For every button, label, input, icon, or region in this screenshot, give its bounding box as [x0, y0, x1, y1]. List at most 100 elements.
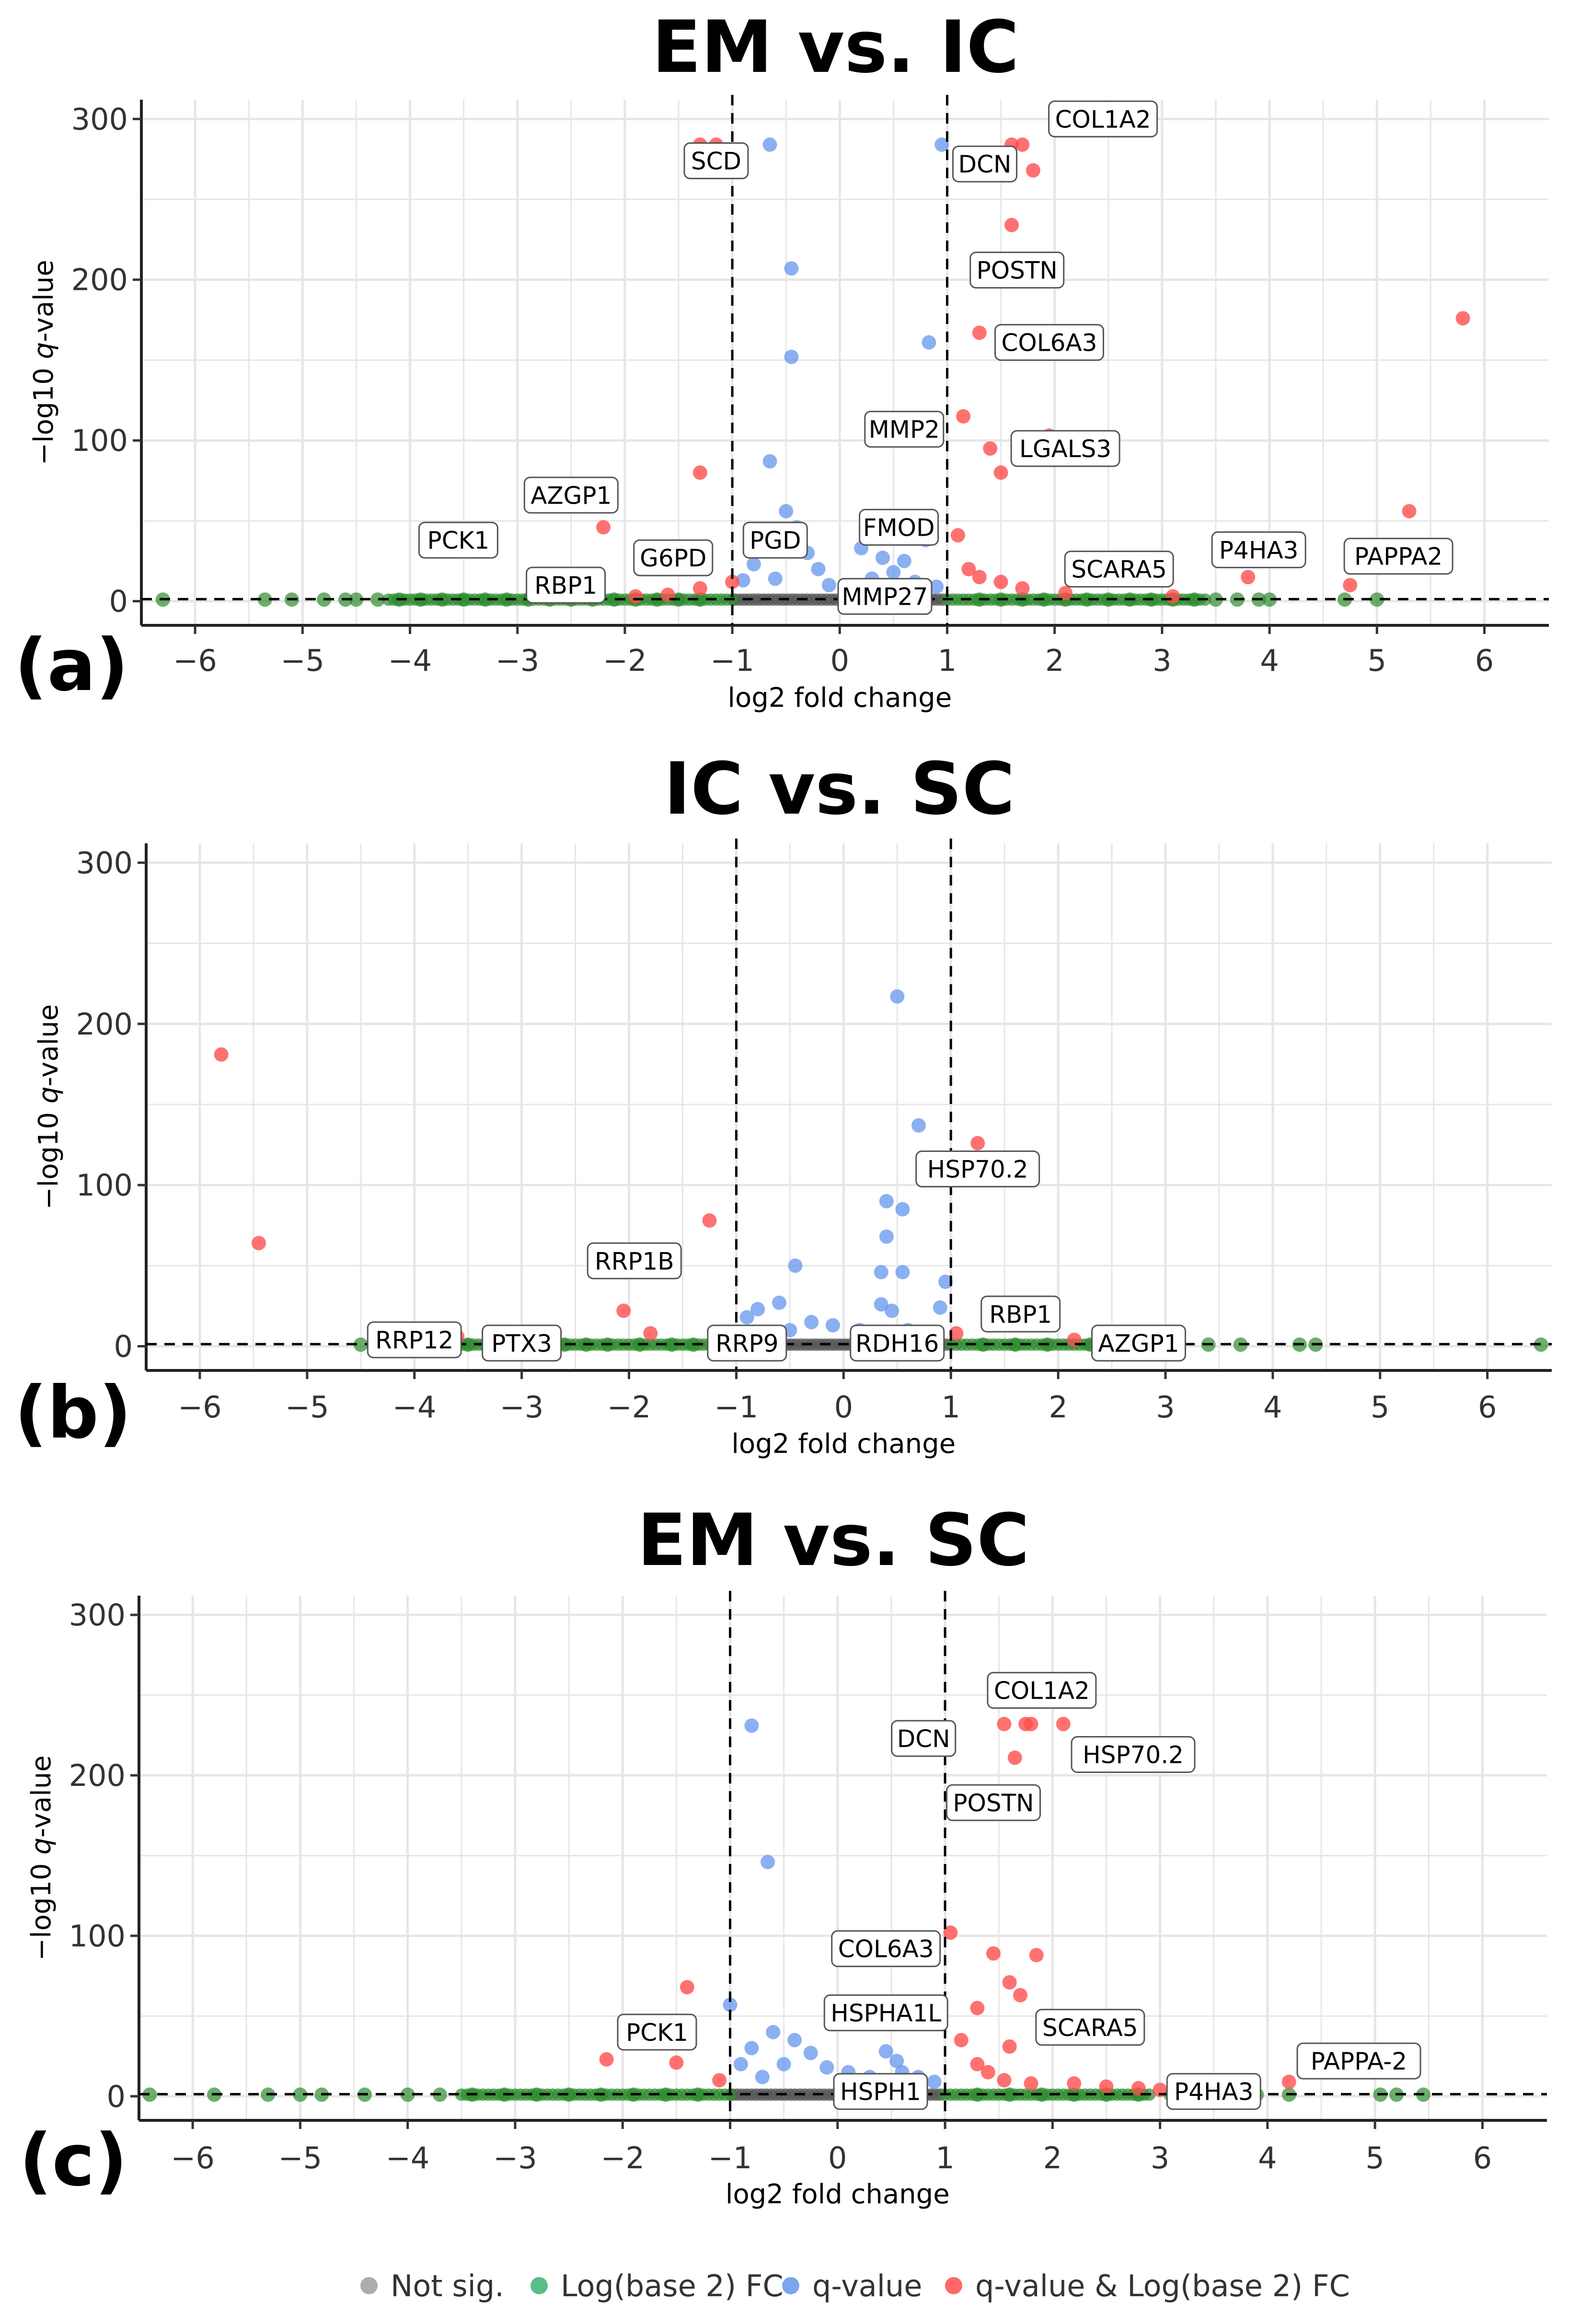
point-qvalue: [878, 2044, 893, 2059]
gene-label-text: LGALS3: [1019, 435, 1111, 463]
gene-label-text: MMP2: [869, 416, 940, 444]
point-both: [680, 1980, 694, 1995]
gene-label-box: [1035, 2009, 1145, 2046]
point-log2fc: [257, 592, 272, 607]
gene-label: COL1A2: [1048, 100, 1158, 138]
gene-label-text: SCARA5: [1042, 2014, 1138, 2042]
x-tick-label: 1: [935, 2140, 954, 2175]
x-tick-label: −3: [500, 1390, 543, 1425]
legend-swatch: [782, 2277, 799, 2294]
gene-label-box: [833, 2073, 928, 2110]
gene-label-text: COL1A2: [994, 1677, 1090, 1705]
gene-label-box: [952, 145, 1017, 183]
point-log2fc: [1187, 592, 1202, 607]
gene-label-text: POSTN: [977, 257, 1058, 285]
gene-label: MMP2: [864, 411, 945, 448]
gene-label-box: [1343, 538, 1453, 575]
point-both: [986, 1946, 1001, 1961]
point-qvalue: [889, 2054, 904, 2069]
gene-label: COL6A3: [831, 1930, 941, 1967]
point-log2fc: [370, 592, 385, 607]
gene-label-text: PCK1: [626, 2019, 688, 2047]
point-qvalue: [787, 2033, 802, 2048]
point-log2fc: [1370, 592, 1384, 607]
x-tick-label: −6: [178, 1390, 221, 1425]
gene-label: POSTN: [946, 1784, 1041, 1821]
x-tick-label: 2: [1045, 643, 1064, 678]
x-tick-label: 2: [1049, 1390, 1067, 1425]
x-tick-label: 6: [1473, 2140, 1492, 2175]
point-both: [1455, 311, 1470, 326]
point-qvalue: [784, 349, 799, 364]
point-log2fc: [562, 2087, 577, 2102]
gene-label-box: [946, 1784, 1041, 1821]
x-axis-label: log2 fold change: [731, 1428, 956, 1460]
gene-label: RRP1B: [587, 1242, 682, 1279]
point-qvalue: [890, 989, 905, 1004]
gene-label-text: P4HA3: [1174, 2078, 1254, 2106]
x-tick-label: 4: [1263, 1390, 1282, 1425]
legend-swatch: [945, 2277, 962, 2294]
x-tick-label: −5: [285, 1390, 329, 1425]
y-axis-label-part: −log10: [28, 359, 59, 465]
x-tick-label: −4: [386, 2140, 429, 2175]
gene-label-box: [969, 252, 1065, 289]
point-qvalue: [762, 454, 777, 469]
gene-label-box: [1166, 2073, 1261, 2110]
x-tick-label: 5: [1368, 643, 1386, 678]
point-qvalue: [776, 2057, 791, 2071]
point-log2fc: [461, 1337, 475, 1352]
point-qvalue: [746, 557, 761, 572]
point-both: [972, 325, 987, 340]
gene-label: PTX3: [482, 1324, 562, 1362]
gene-label-box: [891, 1720, 957, 1757]
gene-label: POSTN: [969, 252, 1065, 289]
point-log2fc: [658, 2087, 673, 2102]
chart-panel-3: −6 −5 −4 −3 −2 −1 0 1 2 3 4 5 6 0 100 200 300 EM vs. SC lo…: [19, 1499, 1547, 2210]
point-both: [1067, 2076, 1082, 2091]
point-both: [943, 1925, 958, 1940]
gene-label-text: SCARA5: [1071, 556, 1167, 584]
gene-label-box: [1048, 100, 1158, 138]
x-tick-label: 6: [1475, 643, 1494, 678]
point-both: [1024, 2076, 1038, 2091]
chart-panel-2: −6 −5 −4 −3 −2 −1 0 1 2 3 4 5 6 0 100 200 300 IC vs. SC lo…: [14, 748, 1552, 1460]
point-both: [1015, 137, 1030, 152]
x-tick-label: 4: [1260, 643, 1279, 678]
gene-label-text: PCK1: [427, 527, 490, 554]
y-tick-label: 200: [71, 263, 128, 298]
point-both: [599, 2052, 614, 2067]
point-both: [616, 1303, 631, 1318]
y-tick-label: 100: [76, 1168, 133, 1203]
y-tick-label: 300: [71, 102, 128, 137]
point-qvalue: [768, 571, 783, 586]
gene-label-text: RDH16: [855, 1330, 939, 1358]
gene-label: RRP9: [707, 1324, 787, 1362]
x-tick-label: −6: [171, 2140, 214, 2175]
gene-label-box: [1091, 1324, 1187, 1362]
point-both: [1402, 504, 1417, 518]
x-tick-label: −2: [607, 1390, 651, 1425]
x-tick-label: 5: [1365, 2140, 1384, 2175]
gene-label-box: [742, 521, 808, 559]
point-qvalue: [934, 137, 949, 152]
gene-label-text: MMP27: [842, 583, 928, 611]
legend-item: Not sig.: [360, 2268, 504, 2303]
point-log2fc: [1534, 1337, 1548, 1352]
gene-label-text: COL6A3: [838, 1935, 934, 1963]
point-both: [1002, 1975, 1017, 1990]
point-both: [1058, 586, 1073, 600]
point-log2fc: [529, 2087, 544, 2102]
point-both: [972, 570, 987, 585]
point-qvalue: [929, 579, 944, 594]
point-qvalue: [895, 1265, 910, 1279]
point-both: [1099, 2079, 1114, 2094]
point-both: [596, 520, 611, 535]
point-qvalue: [723, 1997, 738, 2012]
y-axis-label-part: -value: [26, 1755, 57, 1838]
y-axis-label-part: q: [28, 342, 59, 359]
point-qvalue: [911, 1118, 926, 1133]
gene-label-text: P4HA3: [1219, 536, 1299, 564]
point-log2fc: [1208, 592, 1223, 607]
